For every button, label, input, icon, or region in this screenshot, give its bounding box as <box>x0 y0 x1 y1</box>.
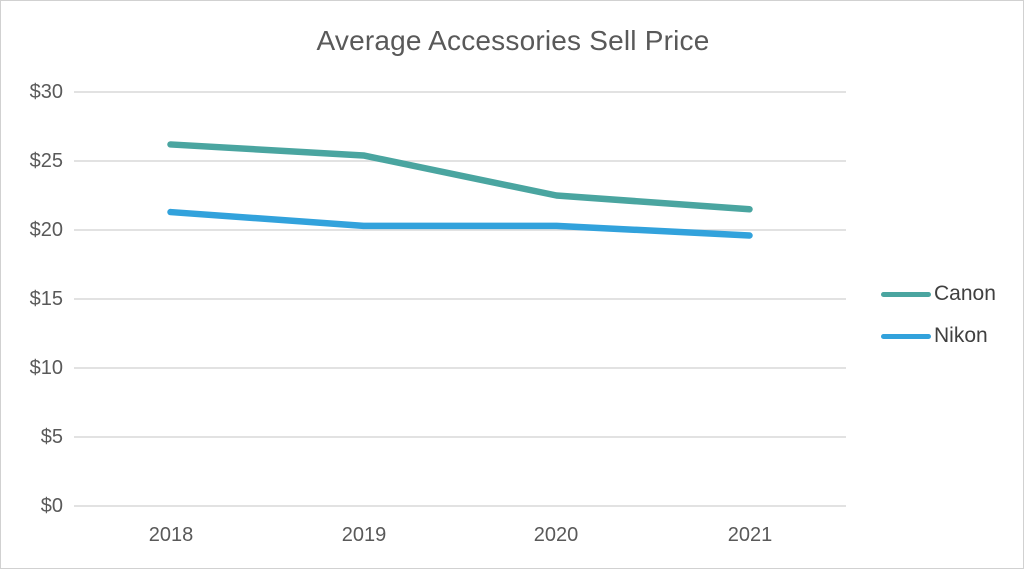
y-axis-tick-label: $10 <box>29 357 63 379</box>
canon-line-swatch <box>881 291 931 297</box>
y-axis-tick-label: $5 <box>40 426 63 448</box>
chart-title: Average Accessories Sell Price <box>316 25 710 56</box>
legend-label: Canon <box>934 282 996 305</box>
y-axis-tick-label: $20 <box>29 219 63 241</box>
y-axis-tick-label: $30 <box>29 81 63 103</box>
x-axis-tick-label: 2020 <box>533 524 579 546</box>
legend-item-nikon: Nikon <box>881 324 996 348</box>
x-axis-tick-label: 2021 <box>727 524 773 546</box>
y-axis-tick-label: $15 <box>29 288 63 310</box>
chart-legend: Canon Nikon <box>881 282 996 348</box>
y-axis-tick-label: $25 <box>29 150 63 172</box>
legend-label: Nikon <box>934 324 988 347</box>
x-axis-tick-label: 2019 <box>341 524 387 546</box>
x-axis-tick-label: 2018 <box>148 524 194 546</box>
legend-item-canon: Canon <box>881 282 996 306</box>
nikon-line-swatch <box>881 333 931 339</box>
y-axis-tick-label: $0 <box>40 495 63 517</box>
